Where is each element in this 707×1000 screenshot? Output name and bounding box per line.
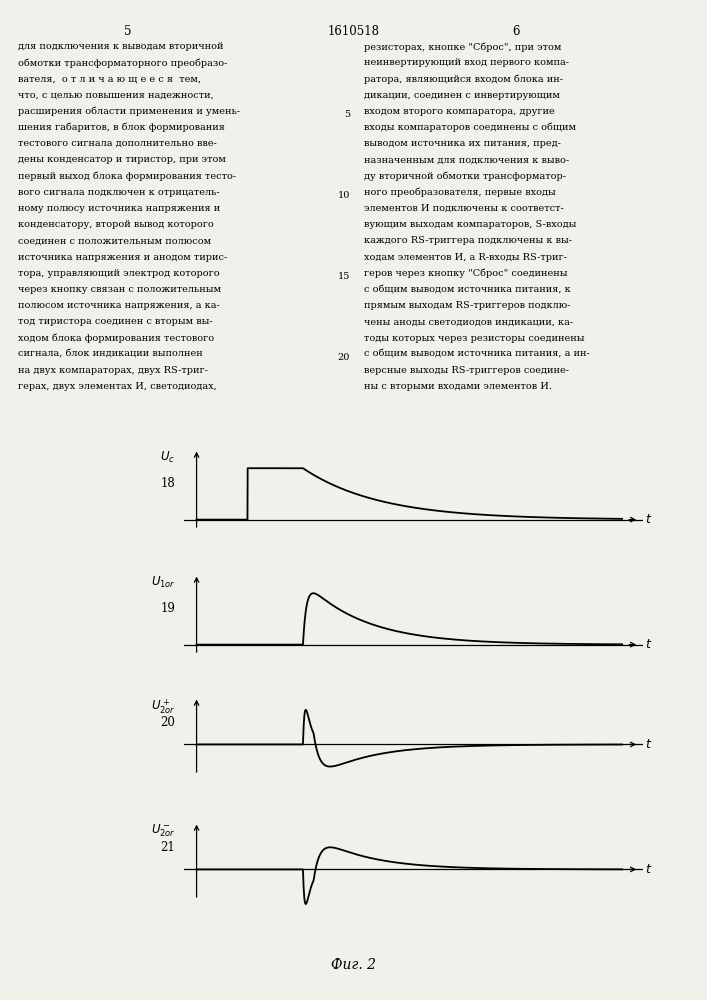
Text: $U_c$: $U_c$ [160,450,175,465]
Text: что, с целью повышения надежности,: что, с целью повышения надежности, [18,91,214,100]
Text: тестового сигнала дополнительно вве-: тестового сигнала дополнительно вве- [18,139,216,148]
Text: $t$: $t$ [645,513,653,526]
Text: входом второго компаратора, другие: входом второго компаратора, другие [364,107,555,116]
Text: 1610518: 1610518 [327,25,380,38]
Text: вателя,  о т л и ч а ю щ е е с я  тем,: вателя, о т л и ч а ю щ е е с я тем, [18,74,201,83]
Text: неинвертирующий вход первого компа-: неинвертирующий вход первого компа- [364,58,569,67]
Text: шения габаритов, в блок формирования: шения габаритов, в блок формирования [18,123,225,132]
Text: тод тиристора соединен с вторым вы-: тод тиристора соединен с вторым вы- [18,317,212,326]
Text: дикации, соединен с инвертирующим: дикации, соединен с инвертирующим [364,91,560,100]
Text: ны с вторыми входами элементов И.: ны с вторыми входами элементов И. [364,382,552,391]
Text: резисторах, кнопке "Сброс", при этом: резисторах, кнопке "Сброс", при этом [364,42,561,51]
Text: ного преобразователя, первые входы: ного преобразователя, первые входы [364,188,556,197]
Text: 15: 15 [337,272,350,281]
Text: с общим выводом источника питания, к: с общим выводом источника питания, к [364,285,571,294]
Text: выводом источника их питания, пред-: выводом источника их питания, пред- [364,139,561,148]
Text: ратора, являющийся входом блока ин-: ратора, являющийся входом блока ин- [364,74,563,84]
Text: 19: 19 [160,602,175,615]
Text: версные выходы RS-триггеров соедине-: версные выходы RS-триггеров соедине- [364,366,569,375]
Text: на двух компараторах, двух RS-триг-: на двух компараторах, двух RS-триг- [18,366,208,375]
Text: элементов И подключены к соответст-: элементов И подключены к соответст- [364,204,564,213]
Text: 20: 20 [160,716,175,729]
Text: 5: 5 [124,25,131,38]
Text: геров через кнопку "Сброс" соединены: геров через кнопку "Сброс" соединены [364,269,568,278]
Text: 21: 21 [160,841,175,854]
Text: $U^+_{2or}$: $U^+_{2or}$ [151,698,175,716]
Text: расширения области применения и умень-: расширения области применения и умень- [18,107,240,116]
Text: ду вторичной обмотки трансформатор-: ду вторичной обмотки трансформатор- [364,172,566,181]
Text: конденсатору, второй вывод которого: конденсатору, второй вывод которого [18,220,214,229]
Text: 10: 10 [337,191,350,200]
Text: герах, двух элементах И, светодиодах,: герах, двух элементах И, светодиодах, [18,382,216,391]
Text: через кнопку связан с положительным: через кнопку связан с положительным [18,285,221,294]
Text: ходом блока формирования тестового: ходом блока формирования тестового [18,334,214,343]
Text: первый выход блока формирования тесто-: первый выход блока формирования тесто- [18,172,236,181]
Text: обмотки трансформаторного преобразо-: обмотки трансформаторного преобразо- [18,58,227,68]
Text: прямым выходам RS-триггеров подклю-: прямым выходам RS-триггеров подклю- [364,301,571,310]
Text: $t$: $t$ [645,638,653,651]
Text: для подключения к выводам вторичной: для подключения к выводам вторичной [18,42,223,51]
Text: с общим выводом источника питания, а ин-: с общим выводом источника питания, а ин- [364,350,590,359]
Text: соединен с положительным полюсом: соединен с положительным полюсом [18,236,211,245]
Text: $t$: $t$ [645,738,653,751]
Text: $U^-_{2or}$: $U^-_{2or}$ [151,823,175,839]
Text: входы компараторов соединены с общим: входы компараторов соединены с общим [364,123,576,132]
Text: тоды которых через резисторы соединены: тоды которых через резисторы соединены [364,334,585,343]
Text: каждого RS-триггера подключены к вы-: каждого RS-триггера подключены к вы- [364,236,572,245]
Text: ному полюсу источника напряжения и: ному полюсу источника напряжения и [18,204,220,213]
Text: 5: 5 [344,110,350,119]
Text: $t$: $t$ [645,863,653,876]
Text: ходам элементов И, а R-входы RS-триг-: ходам элементов И, а R-входы RS-триг- [364,253,567,262]
Text: сигнала, блок индикации выполнен: сигнала, блок индикации выполнен [18,350,202,359]
Text: назначенным для подключения к выво-: назначенным для подключения к выво- [364,155,569,164]
Text: дены конденсатор и тиристор, при этом: дены конденсатор и тиристор, при этом [18,155,226,164]
Text: вующим выходам компараторов, S-входы: вующим выходам компараторов, S-входы [364,220,576,229]
Text: источника напряжения и анодом тирис-: источника напряжения и анодом тирис- [18,253,227,262]
Text: тора, управляющий электрод которого: тора, управляющий электрод которого [18,269,219,278]
Text: $U_{1or}$: $U_{1or}$ [151,575,175,590]
Text: чены аноды светодиодов индикации, ка-: чены аноды светодиодов индикации, ка- [364,317,573,326]
Text: вого сигнала подключен к отрицатель-: вого сигнала подключен к отрицатель- [18,188,219,197]
Text: 6: 6 [513,25,520,38]
Text: 18: 18 [160,477,175,490]
Text: полюсом источника напряжения, а ка-: полюсом источника напряжения, а ка- [18,301,219,310]
Text: Фиг. 2: Фиг. 2 [331,958,376,972]
Text: 20: 20 [337,353,350,362]
